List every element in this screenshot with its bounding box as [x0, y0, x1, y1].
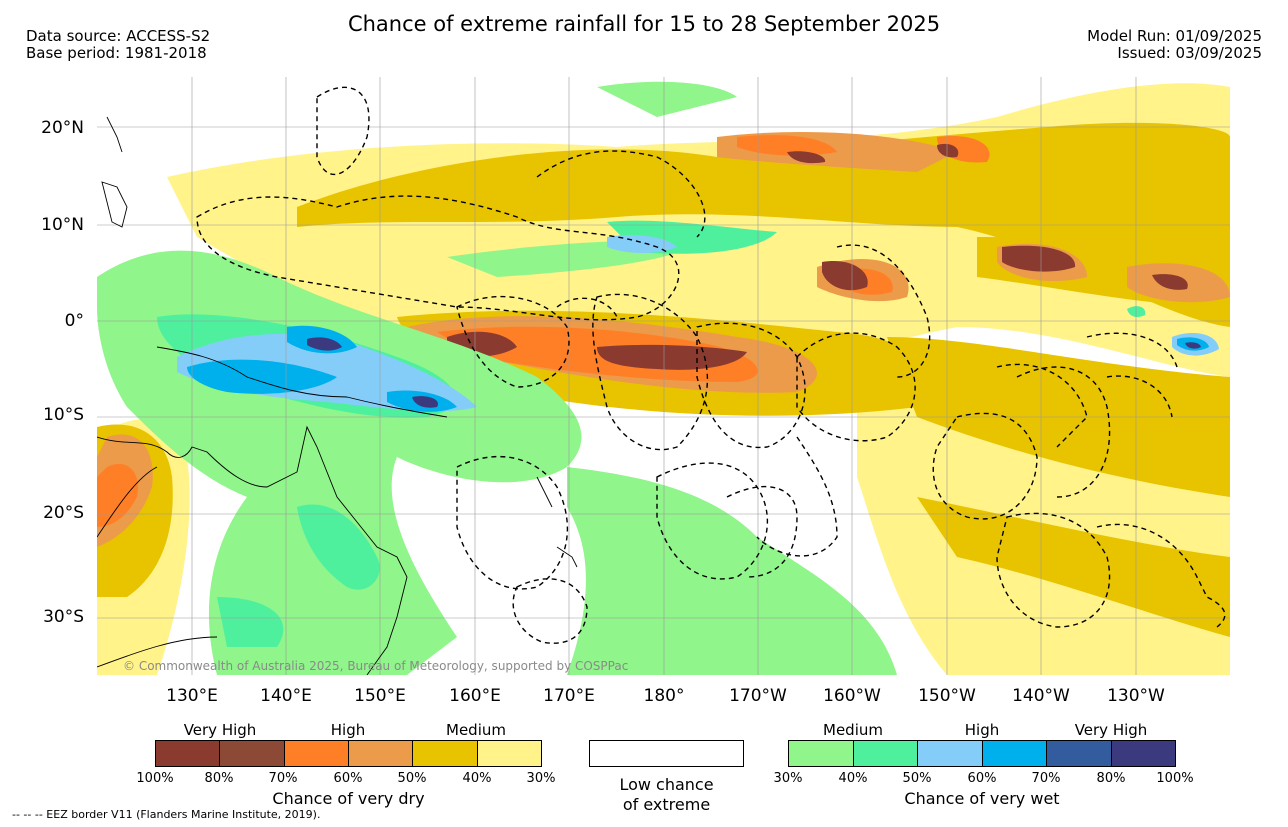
dry-tick: 80%: [204, 771, 234, 786]
wet-swatch: [789, 741, 854, 766]
lat-label: 30°S: [43, 607, 84, 627]
wet-region-extreme: [307, 337, 1201, 408]
dry-tick: 30%: [526, 771, 556, 786]
dry-caption: Chance of very dry: [272, 789, 425, 808]
wet-tick: 60%: [967, 771, 997, 786]
model-run-label: Model Run: 01/09/2025: [1087, 27, 1262, 45]
legend-dry-high: High: [330, 721, 366, 739]
map-title: Chance of extreme rainfall for 15 to 28 …: [347, 12, 941, 36]
dry-swatch: [284, 741, 349, 766]
dry-region-very-high: [447, 143, 1188, 370]
dry-tick: 40%: [462, 771, 492, 786]
lon-label: 170°E: [543, 686, 595, 706]
lon-label: 150°W: [918, 686, 976, 706]
base-period-label: Base period: 1981-2018: [26, 44, 207, 62]
dry-colorbar: [155, 740, 542, 767]
lon-label: 130°W: [1107, 686, 1165, 706]
legend-wet-high: High: [964, 721, 1000, 739]
low-chance-swatch: [589, 740, 744, 767]
lat-label: 20°S: [43, 503, 84, 523]
dry-swatch: [348, 741, 414, 766]
coastlines: [97, 116, 578, 675]
legend-wet-very-high: Very High: [1074, 721, 1148, 739]
wet-tick: 70%: [1031, 771, 1061, 786]
wet-swatch: [1111, 741, 1175, 766]
wet-caption: Chance of very wet: [904, 789, 1060, 808]
legend-wet-medium: Medium: [823, 721, 883, 739]
wet-tick: 100%: [1156, 771, 1194, 786]
lat-label: 0°: [64, 311, 84, 331]
dry-swatch: [156, 741, 221, 766]
dry-tick: 60%: [333, 771, 363, 786]
wet-tick: 50%: [902, 771, 932, 786]
lon-label: 140°W: [1012, 686, 1070, 706]
lat-label: 20°N: [41, 118, 84, 138]
dry-swatch: [413, 741, 478, 766]
copyright-note: © Commonwealth of Australia 2025, Bureau…: [123, 659, 629, 673]
wet-tick: 30%: [773, 771, 803, 786]
map-grid: [97, 77, 1230, 675]
eez-borders: [196, 86, 1226, 644]
lat-label: 10°S: [43, 405, 84, 425]
lon-label: 130°E: [166, 686, 218, 706]
lon-label: 170°W: [729, 686, 787, 706]
lat-label: 10°N: [41, 215, 84, 235]
low-chance-caption-line1: Low chance: [619, 775, 714, 794]
rainfall-map: [97, 77, 1230, 675]
dry-tick: 100%: [136, 771, 174, 786]
lon-label: 160°E: [449, 686, 501, 706]
legend-dry-medium: Medium: [446, 721, 506, 739]
wet-swatch: [1047, 741, 1112, 766]
dry-swatch: [477, 741, 541, 766]
wet-swatch: [918, 741, 983, 766]
issued-label: Issued: 03/09/2025: [1117, 44, 1262, 62]
lon-label: 160°W: [823, 686, 881, 706]
wet-colorbar: [788, 740, 1176, 767]
wet-tick: 40%: [838, 771, 868, 786]
wet-swatch: [853, 741, 918, 766]
dry-tick: 50%: [397, 771, 427, 786]
dry-tick: 70%: [268, 771, 298, 786]
wet-swatch: [982, 741, 1047, 766]
low-chance-caption-line2: of extreme: [622, 795, 711, 814]
eez-footnote: -- -- -- EEZ border V11 (Flanders Marine…: [12, 808, 321, 821]
data-source-label: Data source: ACCESS-S2: [26, 27, 211, 45]
dry-swatch: [220, 741, 285, 766]
legend-dry-very-high: Very High: [183, 721, 257, 739]
wet-tick: 80%: [1096, 771, 1126, 786]
lon-label: 180°: [643, 686, 685, 706]
lon-label: 150°E: [354, 686, 406, 706]
lon-label: 140°E: [260, 686, 312, 706]
